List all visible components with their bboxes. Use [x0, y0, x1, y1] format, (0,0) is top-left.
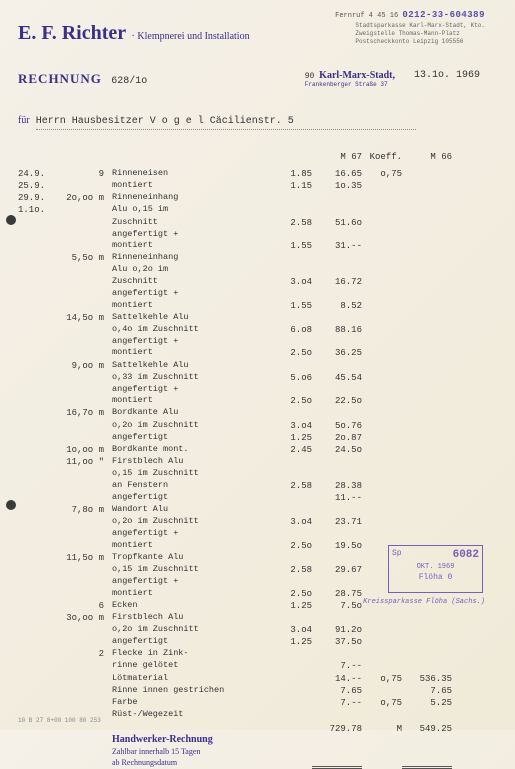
receipt-stamp: Sp 6082 OKT. 1969 Flöha 0 — [388, 545, 483, 593]
table-row: 11,oo "Firstblech Alu — [18, 456, 497, 468]
table-row: angefertigt + — [18, 528, 497, 539]
punch-hole — [6, 500, 16, 510]
table-row: montiert1.5531.-- — [18, 240, 497, 252]
recipient-line: für Herrn Hausbesitzer V o g e l Cäcilie… — [18, 115, 497, 130]
table-row: 25.9.montiert1.151o.35 — [18, 180, 497, 192]
table-row: rinne gelötet7.-- — [18, 660, 497, 672]
table-row: montiert2.5o22.5o — [18, 395, 497, 407]
city-line: 90 Karl-Marx-Stadt, Frankenberger Straße… — [305, 70, 395, 88]
table-row: angefertigt + — [18, 336, 497, 347]
header-fernruf: Fernruf 4 45 16 0212-33-604389 — [335, 10, 485, 20]
footer-handwerker: Handwerker-Rechnung — [112, 733, 267, 747]
phone-stamp: 0212-33-604389 — [402, 10, 485, 20]
total-m66: 549.25 — [402, 723, 452, 768]
table-row: o,2o im Zuschnitt3.o491.2o — [18, 624, 497, 636]
table-row: o,15 im Zuschnitt — [18, 468, 497, 479]
table-row: Alu o,2o im — [18, 264, 497, 275]
table-row: 14,5o mSattelkehle Alu — [18, 312, 497, 324]
table-row: angefertigt1.252o.87 — [18, 432, 497, 444]
table-row: Farbe7.--o,755.25 — [18, 697, 497, 709]
total-sep: M — [362, 723, 402, 768]
table-row: angefertigt + — [18, 229, 497, 240]
col-header-m66: M 66 — [402, 152, 452, 162]
table-row: 2Flecke in Zink- — [18, 648, 497, 660]
company-name: E. F. Richter — [18, 22, 126, 44]
table-row: 9,oo mSattelkehle Alu — [18, 360, 497, 372]
table-header: M 67 Koeff. M 66 — [18, 152, 497, 162]
footer-ab: ab Rechnungsdatum — [112, 758, 267, 769]
table-row: montiert2.5o36.25 — [18, 347, 497, 359]
table-row: 1o,oo mBordkante mont.2.4524.5o — [18, 444, 497, 456]
col-header-m67: M 67 — [312, 152, 362, 162]
stamp-subtitle: Kreissparkasse Flöha (Sachs.) — [363, 598, 485, 606]
table-row: 24.9.9Rinneneisen1.8516.65o,75 — [18, 168, 497, 180]
total-m67: 729.78 — [312, 723, 362, 768]
items-table: 24.9.9Rinneneisen1.8516.65o,7525.9.monti… — [18, 168, 497, 720]
table-row: 7,8o mWandort Alu — [18, 504, 497, 516]
table-row: o,4o im Zuschnitt6.o888.16 — [18, 324, 497, 336]
table-row: Lötmaterial14.--o,75536.35 — [18, 673, 497, 685]
table-row: o,2o im Zuschnitt3.o423.71 — [18, 516, 497, 528]
table-row: angefertigt + — [18, 288, 497, 299]
table-row: an Fenstern2.5828.38 — [18, 480, 497, 492]
recipient-name: Herrn Hausbesitzer V o g e l Cäcilienstr… — [36, 116, 416, 130]
table-row: montiert1.558.52 — [18, 300, 497, 312]
form-print-code: 10 B 27 8+00 100 80 253 — [18, 717, 101, 724]
header-bank-info: Stadtsparkasse Karl-Marx-Stadt, Kto. Zwe… — [355, 22, 485, 45]
table-row: 3o,oo mFirstblech Alu — [18, 612, 497, 624]
table-row: angefertigt11.-- — [18, 492, 497, 504]
table-row: Zuschnitt3.o416.72 — [18, 276, 497, 288]
table-row: o,33 im Zuschnitt5.o645.54 — [18, 372, 497, 384]
company-subtitle: · Klempnerei und Installation — [132, 31, 250, 42]
table-row: Zuschnitt2.5851.6o — [18, 217, 497, 229]
rechnung-label: RECHNUNG — [18, 71, 102, 86]
table-row: angefertigt1.2537.5o — [18, 636, 497, 648]
col-header-koeff: Koeff. — [362, 152, 402, 162]
footer-zahlbar: Zahlbar innerhalb 15 Tagen — [112, 747, 267, 758]
invoice-date: 13.1o. 1969 — [414, 70, 480, 81]
table-row: o,2o im Zuschnitt3.o45o.76 — [18, 420, 497, 432]
table-row: 16,7o mBordkante Alu — [18, 407, 497, 419]
table-row: 29.9.2o,oo mRinneneinhang — [18, 192, 497, 204]
punch-hole — [6, 215, 16, 225]
table-row: 5,5o mRinneneinhang — [18, 252, 497, 264]
rechnung-number: 628/1o — [111, 76, 147, 87]
table-row: 1.1o.Alu o,15 im — [18, 204, 497, 216]
totals-row: Handwerker-Rechnung Zahlbar innerhalb 15… — [18, 723, 497, 768]
table-row: Rinne innen gestrichen7.657.65 — [18, 685, 497, 697]
table-row: angefertigt + — [18, 384, 497, 395]
